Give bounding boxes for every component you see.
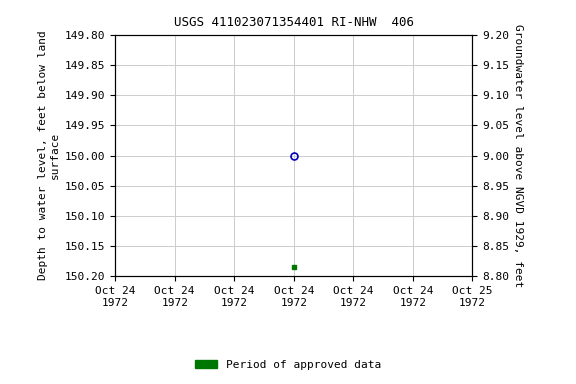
Title: USGS 411023071354401 RI-NHW  406: USGS 411023071354401 RI-NHW 406 bbox=[174, 16, 414, 29]
Y-axis label: Depth to water level, feet below land
surface: Depth to water level, feet below land su… bbox=[38, 31, 59, 280]
Y-axis label: Groundwater level above NGVD 1929, feet: Groundwater level above NGVD 1929, feet bbox=[513, 24, 523, 287]
Legend: Period of approved data: Period of approved data bbox=[191, 356, 385, 375]
